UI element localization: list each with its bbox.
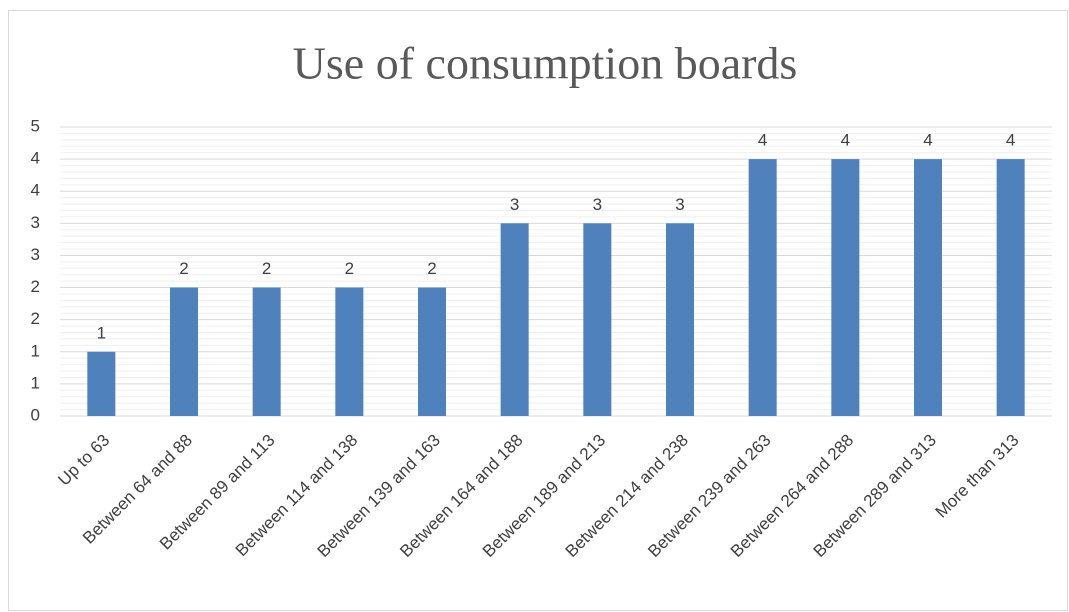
y-tick-label: 3 <box>31 245 40 264</box>
data-label: 2 <box>179 259 188 278</box>
data-label: 2 <box>345 259 354 278</box>
bar <box>418 287 446 416</box>
data-label: 2 <box>262 259 271 278</box>
data-label: 4 <box>758 131 767 150</box>
bar <box>583 223 612 416</box>
y-tick-label: 4 <box>31 149 40 168</box>
data-label: 3 <box>593 195 602 214</box>
y-tick-label: 1 <box>31 341 40 360</box>
bar <box>996 159 1025 416</box>
data-label: 2 <box>427 259 436 278</box>
y-tick-label: 5 <box>31 116 40 135</box>
y-tick-label: 4 <box>31 181 40 200</box>
bar <box>170 287 198 416</box>
bar <box>914 159 942 416</box>
data-label: 1 <box>97 323 106 342</box>
y-tick-label: 3 <box>31 213 40 232</box>
bar <box>748 159 777 416</box>
data-label: 4 <box>841 131 850 150</box>
bar <box>666 223 694 416</box>
data-label: 4 <box>923 131 932 150</box>
bar <box>500 223 529 416</box>
bar <box>87 351 116 416</box>
y-tick-label: 2 <box>31 277 40 296</box>
y-tick-label: 0 <box>31 405 40 424</box>
chart-title: Use of consumption boards <box>293 38 798 89</box>
y-tick-label: 2 <box>31 309 40 328</box>
data-label: 4 <box>1006 131 1015 150</box>
data-label: 3 <box>675 195 684 214</box>
chart-border <box>8 10 1068 611</box>
bar <box>831 159 860 416</box>
bar <box>335 287 364 416</box>
y-tick-label: 1 <box>31 373 40 392</box>
data-label: 3 <box>510 195 519 214</box>
bar <box>252 287 281 416</box>
